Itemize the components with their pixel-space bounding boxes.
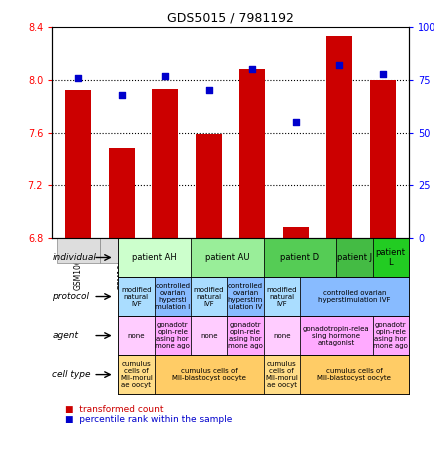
Bar [372, 238, 408, 277]
Bar [65, 91, 91, 238]
Bar [152, 89, 178, 238]
Bar [372, 316, 408, 355]
Text: gonadotr
opin-rele
asing hor
mone ago: gonadotr opin-rele asing hor mone ago [227, 322, 262, 349]
Bar [56, 238, 100, 263]
Text: patient D: patient D [279, 253, 319, 262]
Bar [118, 277, 154, 316]
Point [118, 91, 125, 98]
Bar [227, 277, 263, 316]
Text: cumulus
cells of
MII-morul
ae oocyt: cumulus cells of MII-morul ae oocyt [120, 361, 152, 388]
Bar [369, 80, 395, 238]
Text: individual: individual [52, 253, 96, 262]
Bar [191, 238, 263, 277]
Text: agent: agent [52, 331, 78, 340]
Bar [299, 355, 408, 394]
Bar [195, 134, 221, 238]
Bar [263, 277, 299, 316]
Text: modified
natural
IVF: modified natural IVF [193, 286, 224, 307]
Bar [191, 316, 227, 355]
Bar [154, 355, 263, 394]
Text: none: none [200, 333, 217, 338]
Bar [118, 355, 154, 394]
Bar [263, 355, 299, 394]
Text: controlled
ovarian
hyperstim
ulation IV: controlled ovarian hyperstim ulation IV [227, 283, 263, 310]
Title: GDS5015 / 7981192: GDS5015 / 7981192 [167, 12, 293, 24]
Bar [239, 69, 265, 238]
Text: gonadotr
opin-rele
asing hor
mone ago: gonadotr opin-rele asing hor mone ago [372, 322, 407, 349]
Point [248, 66, 255, 73]
Text: gonadotropin-relea
sing hormone
antagonist: gonadotropin-relea sing hormone antagoni… [302, 326, 369, 346]
Bar [299, 316, 372, 355]
Bar [118, 316, 154, 355]
Bar [108, 149, 135, 238]
Text: patient
L: patient L [375, 248, 405, 267]
Bar [118, 238, 191, 277]
Text: none: none [273, 333, 290, 338]
Point [292, 118, 299, 125]
Text: cumulus
cells of
MII-morul
ae oocyt: cumulus cells of MII-morul ae oocyt [265, 361, 297, 388]
Bar [299, 277, 408, 316]
Text: cumulus cells of
MII-blastocyst oocyte: cumulus cells of MII-blastocyst oocyte [172, 368, 245, 381]
Bar [326, 36, 352, 238]
Point [378, 70, 385, 77]
Text: patient J: patient J [336, 253, 371, 262]
Bar [191, 277, 227, 316]
Point [205, 87, 212, 94]
Point [75, 74, 82, 82]
Bar [227, 316, 263, 355]
Bar [282, 227, 308, 238]
Bar [100, 238, 143, 263]
Text: controlled ovarian
hyperstimulation IVF: controlled ovarian hyperstimulation IVF [317, 290, 390, 303]
Bar [143, 238, 187, 263]
Text: patient AH: patient AH [132, 253, 177, 262]
Text: none: none [127, 333, 145, 338]
Text: protocol: protocol [52, 292, 89, 301]
Text: patient AU: patient AU [204, 253, 249, 262]
Bar [230, 238, 273, 263]
Text: cell type: cell type [52, 370, 91, 379]
Bar [263, 316, 299, 355]
Bar [335, 238, 372, 277]
Text: ■  percentile rank within the sample: ■ percentile rank within the sample [65, 414, 232, 424]
Bar [273, 238, 317, 263]
Point [161, 72, 168, 79]
Text: gonadotr
opin-rele
asing hor
mone ago: gonadotr opin-rele asing hor mone ago [155, 322, 190, 349]
Point [335, 62, 342, 69]
Bar [360, 238, 404, 263]
Text: controlled
ovarian
hypersti
mulation I: controlled ovarian hypersti mulation I [155, 283, 190, 310]
Bar [154, 316, 191, 355]
Text: modified
natural
IVF: modified natural IVF [266, 286, 296, 307]
Text: cumulus cells of
MII-blastocyst oocyte: cumulus cells of MII-blastocyst oocyte [317, 368, 391, 381]
Bar [263, 238, 335, 277]
Bar [154, 277, 191, 316]
Bar [187, 238, 230, 263]
Text: modified
natural
IVF: modified natural IVF [121, 286, 151, 307]
Text: ■  transformed count: ■ transformed count [65, 405, 163, 414]
Bar [317, 238, 360, 263]
